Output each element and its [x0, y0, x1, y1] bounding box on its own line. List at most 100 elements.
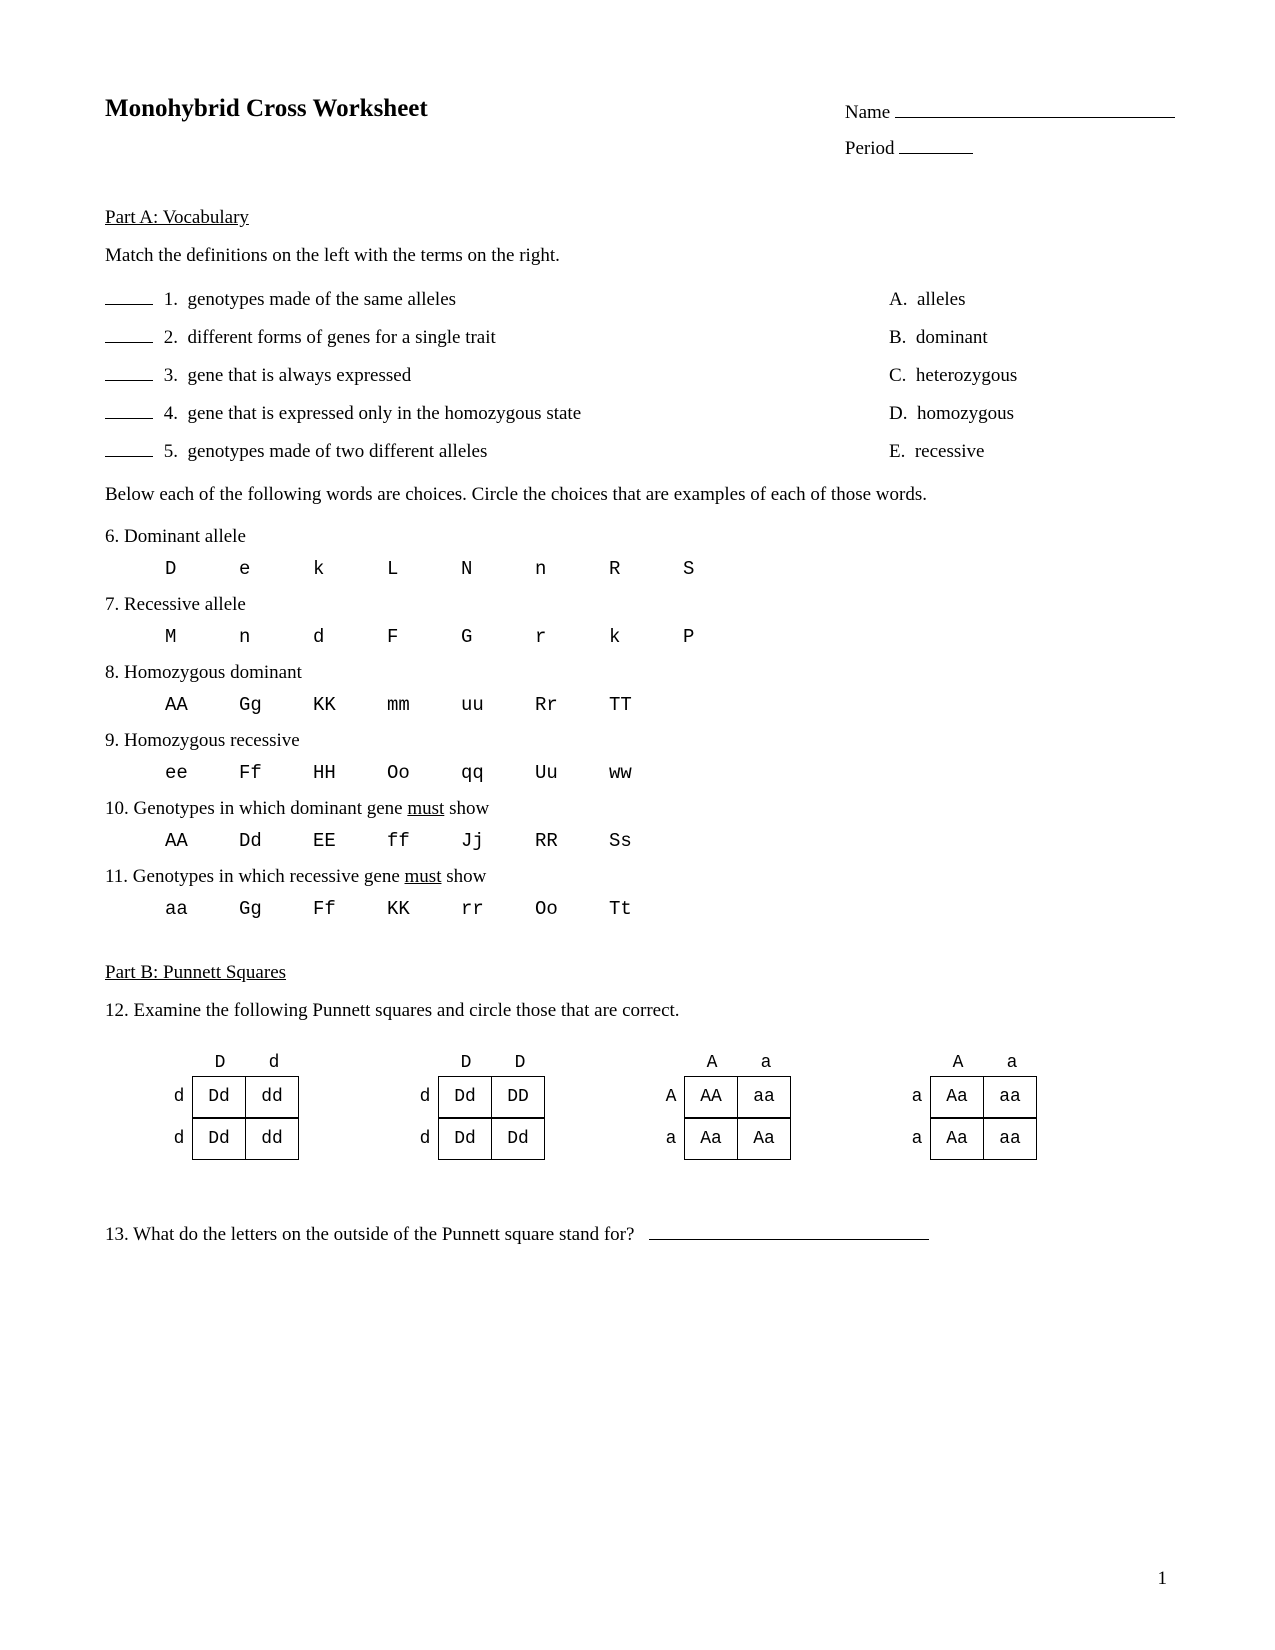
punnett-top: d — [247, 1053, 301, 1073]
options-row: eeFfHHOoqqUuww — [105, 762, 1175, 784]
q13-line: 13. What do the letters on the outside o… — [105, 1220, 1175, 1246]
option[interactable]: Oo — [535, 898, 609, 920]
option[interactable]: Oo — [387, 762, 461, 784]
option[interactable]: F — [387, 626, 461, 648]
option[interactable]: e — [239, 558, 313, 580]
match-definition: 2. different forms of genes for a single… — [159, 327, 889, 349]
punnett-square[interactable]: AaaAaaaaAaaa — [903, 1050, 1039, 1160]
option[interactable]: mm — [387, 694, 461, 716]
match-row: 4. gene that is expressed only in the ho… — [105, 399, 1175, 425]
option[interactable]: EE — [313, 830, 387, 852]
option[interactable]: ff — [387, 830, 461, 852]
option[interactable]: n — [535, 558, 609, 580]
period-field[interactable] — [899, 134, 973, 154]
match-row: 1. genotypes made of the same allelesA. … — [105, 285, 1175, 311]
option[interactable]: Jj — [461, 830, 535, 852]
question-line: 7. Recessive allele — [105, 594, 1175, 616]
option[interactable]: Dd — [239, 830, 313, 852]
punnett-cell: Aa — [684, 1118, 738, 1160]
punnett-square[interactable]: DDdDdDDdDdDd — [411, 1050, 547, 1160]
option[interactable]: G — [461, 626, 535, 648]
name-field[interactable] — [895, 98, 1175, 118]
option[interactable]: n — [239, 626, 313, 648]
option[interactable]: rr — [461, 898, 535, 920]
option[interactable]: Tt — [609, 898, 683, 920]
option[interactable]: ww — [609, 762, 683, 784]
option[interactable]: D — [165, 558, 239, 580]
option[interactable]: S — [683, 558, 757, 580]
match-blank[interactable] — [105, 437, 153, 457]
options-row: AAGgKKmmuuRrTT — [105, 694, 1175, 716]
option[interactable]: Ff — [313, 898, 387, 920]
punnett-side: A — [657, 1087, 685, 1107]
match-definition: 4. gene that is expressed only in the ho… — [159, 403, 889, 425]
option[interactable]: Gg — [239, 694, 313, 716]
option[interactable]: KK — [387, 898, 461, 920]
punnett-cell: Dd — [192, 1076, 246, 1118]
punnett-cell: Dd — [438, 1118, 492, 1160]
option[interactable]: HH — [313, 762, 387, 784]
option[interactable]: P — [683, 626, 757, 648]
option[interactable]: L — [387, 558, 461, 580]
option[interactable]: k — [313, 558, 387, 580]
worksheet-title: Monohybrid Cross Worksheet — [105, 95, 428, 123]
option[interactable]: ee — [165, 762, 239, 784]
match-definition: 1. genotypes made of the same alleles — [159, 289, 889, 311]
question-line: 9. Homozygous recessive — [105, 730, 1175, 752]
match-term: C. heterozygous — [889, 365, 1175, 387]
question-line: 6. Dominant allele — [105, 526, 1175, 548]
circle-instructions: Below each of the following words are ch… — [105, 481, 1175, 509]
option[interactable]: N — [461, 558, 535, 580]
punnett-cell: Dd — [192, 1118, 246, 1160]
option[interactable]: Ff — [239, 762, 313, 784]
punnett-side: a — [903, 1129, 931, 1149]
punnett-side: a — [657, 1129, 685, 1149]
option[interactable]: KK — [313, 694, 387, 716]
punnett-square[interactable]: AaAAAaaaAaAa — [657, 1050, 793, 1160]
match-blank[interactable] — [105, 399, 153, 419]
match-term: A. alleles — [889, 289, 1175, 311]
option[interactable]: Gg — [239, 898, 313, 920]
options-row: DekLNnRS — [105, 558, 1175, 580]
page-number: 1 — [1158, 1568, 1168, 1590]
match-row: 2. different forms of genes for a single… — [105, 323, 1175, 349]
option[interactable]: AA — [165, 694, 239, 716]
match-blank[interactable] — [105, 285, 153, 305]
match-blank[interactable] — [105, 323, 153, 343]
option[interactable]: aa — [165, 898, 239, 920]
match-blank[interactable] — [105, 361, 153, 381]
option[interactable]: RR — [535, 830, 609, 852]
option[interactable]: r — [535, 626, 609, 648]
option[interactable]: k — [609, 626, 683, 648]
match-term: D. homozygous — [889, 403, 1175, 425]
match-definition: 5. genotypes made of two different allel… — [159, 441, 889, 463]
option[interactable]: uu — [461, 694, 535, 716]
match-row: 5. genotypes made of two different allel… — [105, 437, 1175, 463]
option[interactable]: d — [313, 626, 387, 648]
part-a-heading: Part A: Vocabulary — [105, 207, 1175, 229]
punnett-cell: Dd — [438, 1076, 492, 1118]
q13-blank[interactable] — [649, 1220, 929, 1240]
option[interactable]: M — [165, 626, 239, 648]
punnett-cell: dd — [245, 1118, 299, 1160]
q12: 12. Examine the following Punnett square… — [105, 1000, 1175, 1022]
punnett-top: D — [439, 1053, 493, 1073]
punnett-squares: DddDddddDdddDDdDdDDdDdDdAaAAAaaaAaAaAaaA… — [105, 1050, 1175, 1160]
option[interactable]: Ss — [609, 830, 683, 852]
option[interactable]: R — [609, 558, 683, 580]
option[interactable]: Uu — [535, 762, 609, 784]
punnett-top: a — [985, 1053, 1039, 1073]
punnett-cell: Aa — [930, 1076, 984, 1118]
option[interactable]: AA — [165, 830, 239, 852]
option[interactable]: qq — [461, 762, 535, 784]
option[interactable]: TT — [609, 694, 683, 716]
punnett-top: D — [193, 1053, 247, 1073]
punnett-square[interactable]: DddDddddDddd — [165, 1050, 301, 1160]
header: Monohybrid Cross Worksheet Name Period — [105, 95, 1175, 167]
match-term: B. dominant — [889, 327, 1175, 349]
punnett-cell: Dd — [491, 1118, 545, 1160]
match-definition: 3. gene that is always expressed — [159, 365, 889, 387]
option[interactable]: Rr — [535, 694, 609, 716]
punnett-cell: aa — [983, 1076, 1037, 1118]
circle-questions: 6. Dominant alleleDekLNnRS7. Recessive a… — [105, 526, 1175, 920]
